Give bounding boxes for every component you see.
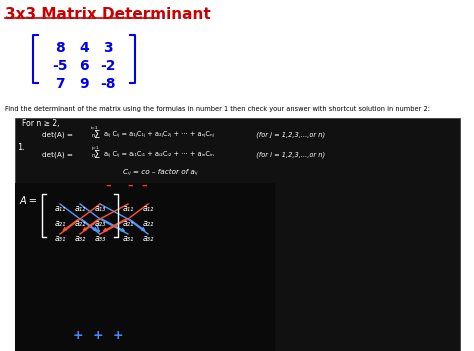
Text: aᵢⱼ Cᵢⱼ = aᵢ₁Cᵢ₁ + aᵢ₂Cᵢ₂ + ⋯ + aᵢₙCᵢₙ: aᵢⱼ Cᵢⱼ = aᵢ₁Cᵢ₁ + aᵢ₂Cᵢ₂ + ⋯ + aᵢₙCᵢₙ [104, 151, 214, 157]
Text: –: – [141, 181, 147, 191]
Text: +: + [73, 329, 83, 342]
Text: 9: 9 [79, 77, 89, 91]
Text: a₁₂: a₁₂ [142, 204, 154, 213]
Text: (for j = 1,2,3,...,or n): (for j = 1,2,3,...,or n) [252, 131, 325, 138]
Text: a₁₃: a₁₃ [94, 204, 106, 213]
Text: –: – [105, 181, 111, 191]
Text: a₃₁: a₃₁ [55, 234, 66, 243]
Text: +: + [93, 329, 103, 342]
Text: a₃₁: a₃₁ [122, 234, 134, 243]
Text: Σ: Σ [94, 150, 100, 160]
Text: 3x3 Matrix Determinant: 3x3 Matrix Determinant [5, 7, 211, 22]
Text: aᵢⱼ Cᵢⱼ = a₁ⱼC₁ⱼ + a₂ⱼC₂ⱼ + ⋯ + aₙⱼCₙⱼ: aᵢⱼ Cᵢⱼ = a₁ⱼC₁ⱼ + a₂ⱼC₂ⱼ + ⋯ + aₙⱼCₙⱼ [104, 131, 214, 137]
Text: a₁₂: a₁₂ [74, 204, 86, 213]
Text: det(A) =: det(A) = [42, 151, 73, 158]
Text: (for i = 1,2,3,...,or n): (for i = 1,2,3,...,or n) [252, 151, 325, 158]
Text: a₂₂: a₂₂ [142, 219, 154, 228]
Text: 6: 6 [79, 59, 89, 73]
Text: j=1: j=1 [91, 146, 99, 150]
Text: a₂₁: a₂₁ [122, 219, 134, 228]
Text: 7: 7 [55, 77, 65, 91]
Text: a₂₂: a₂₂ [74, 219, 86, 228]
Text: A =: A = [20, 196, 38, 206]
Text: +: + [113, 329, 123, 342]
Text: a₃₂: a₃₂ [142, 234, 154, 243]
Text: -8: -8 [100, 77, 116, 91]
Text: For n ≥ 2,: For n ≥ 2, [22, 119, 60, 128]
Text: –: – [127, 181, 133, 191]
Text: a₁₁: a₁₁ [122, 204, 134, 213]
Text: Σ: Σ [94, 130, 100, 140]
Text: 8: 8 [55, 41, 65, 55]
Text: a₃₃: a₃₃ [94, 234, 106, 243]
Text: -5: -5 [52, 59, 68, 73]
Text: a₁₁: a₁₁ [55, 204, 66, 213]
Text: 4: 4 [79, 41, 89, 55]
Text: det(A) =: det(A) = [42, 131, 73, 138]
Text: a₂₃: a₂₃ [94, 219, 106, 228]
Text: n: n [92, 133, 95, 138]
Bar [15, 118, 460, 351]
Text: 3: 3 [103, 41, 113, 55]
Text: n: n [92, 153, 95, 158]
Text: Cᵢⱼ = co – factor of aᵢⱼ: Cᵢⱼ = co – factor of aᵢⱼ [123, 169, 197, 175]
Text: -2: -2 [100, 59, 116, 73]
Bar [15, 183, 275, 351]
Text: i=1: i=1 [91, 126, 99, 130]
Text: 1.: 1. [17, 143, 25, 152]
Text: a₂₁: a₂₁ [55, 219, 66, 228]
Text: 2.: 2. [17, 189, 25, 198]
Text: a₃₂: a₃₂ [74, 234, 86, 243]
Text: Find the determinant of the matrix using the formulas in number 1 then check you: Find the determinant of the matrix using… [5, 106, 430, 112]
